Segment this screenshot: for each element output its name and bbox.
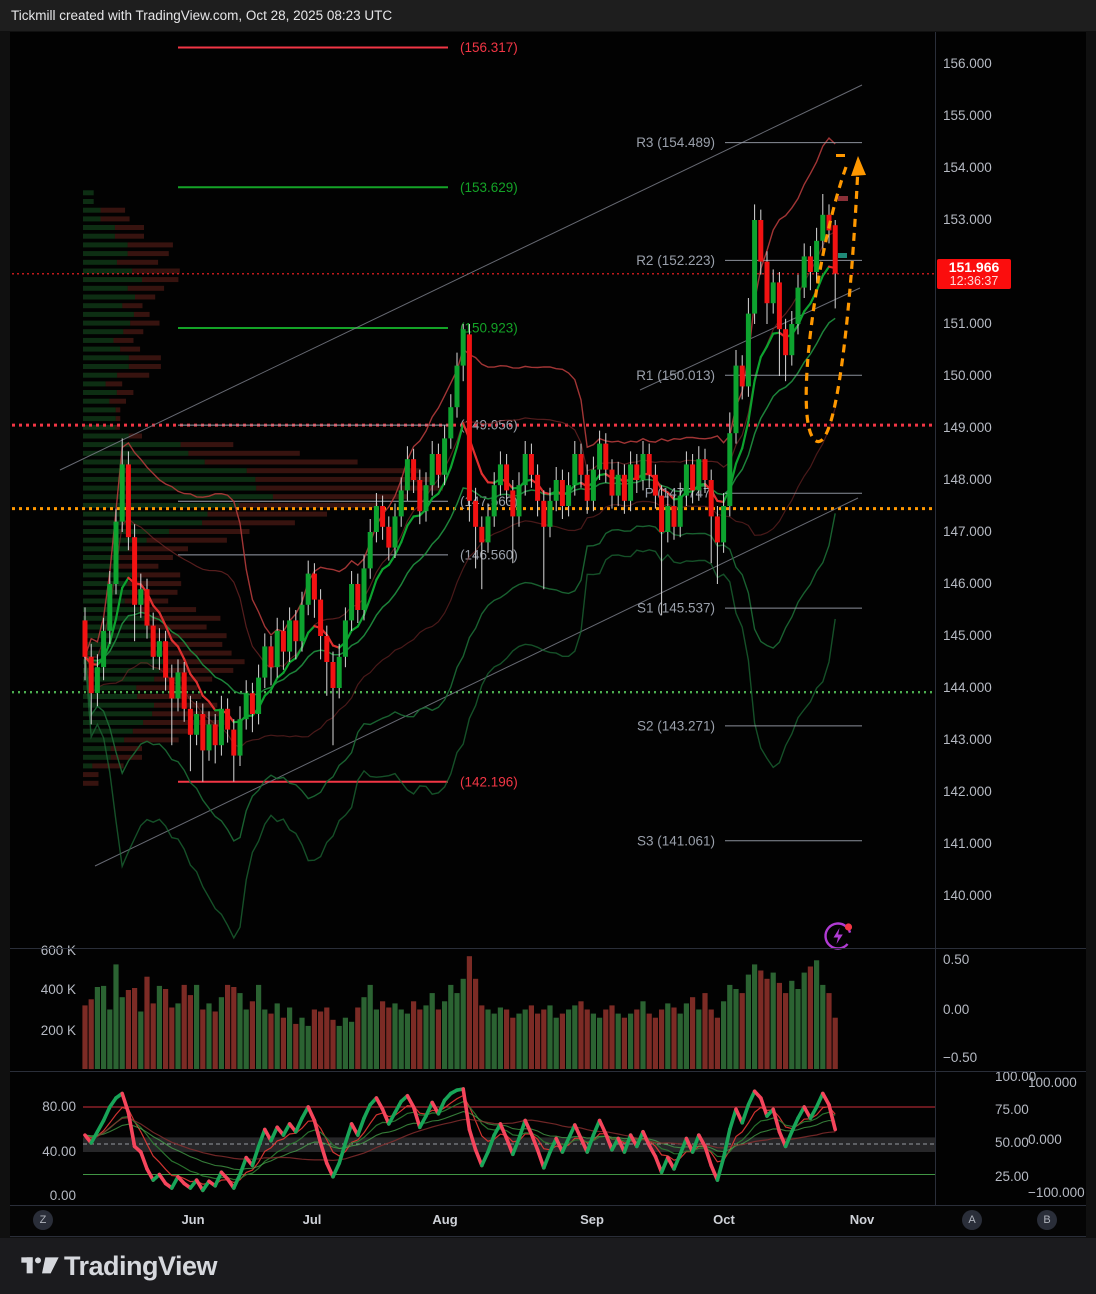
plot-svg[interactable]: (156.317)(153.629)(150.923)(149.056)(147… (10, 32, 1086, 1237)
oscillator-far-right-scale-label: −100.000 (1028, 1185, 1085, 1200)
timezone-badge[interactable]: Z (33, 1210, 53, 1230)
pivot-lines-layer: R3 (154.489)R2 (152.223)R1 (150.013)P (1… (636, 135, 862, 848)
scale-badge-a[interactable]: A (962, 1210, 982, 1230)
level-line-label: (156.317) (460, 40, 518, 55)
price-axis-label: 142.000 (943, 784, 992, 799)
volume-right-scale-label: 0.50 (943, 952, 970, 967)
price-axis-label: 150.000 (943, 368, 992, 383)
price-axis-label: 144.000 (943, 680, 992, 695)
oscillator-far-right-scale-label: 100.000 (1028, 1075, 1077, 1090)
price-axis-label: 153.000 (943, 212, 992, 227)
chart-bottom-border (10, 1236, 1086, 1237)
pane-divider-volume[interactable] (10, 948, 1086, 949)
price-axis-label: 156.000 (943, 56, 992, 71)
level-line-label: (150.923) (460, 321, 518, 336)
price-axis-label: 143.000 (943, 732, 992, 747)
level-line-label: (153.629) (460, 180, 518, 195)
last-price-value: 151.966 (948, 259, 1000, 275)
volume-scale-label: 600 K (40, 943, 76, 958)
volume-scale-label: 400 K (40, 982, 76, 997)
price-axis-label: 149.000 (943, 420, 992, 435)
volume-right-scale-label: 0.00 (943, 1002, 970, 1017)
oscillator-right-scale-label: 25.00 (995, 1169, 1029, 1184)
price-axis-label: 151.000 (943, 316, 992, 331)
pivot-label: R1 (150.013) (636, 368, 715, 383)
oscillator-left-scale-label: 40.00 (42, 1144, 76, 1159)
price-axis-label: 148.000 (943, 472, 992, 487)
time-axis-month: Jun (181, 1212, 205, 1227)
level-lines-layer: (156.317)(153.629)(150.923)(149.056)(147… (178, 40, 518, 789)
pane-divider-oscillator[interactable] (10, 1071, 1086, 1072)
volume-layer (82, 956, 838, 1070)
oscillator-left-scale-label: 0.00 (49, 1188, 76, 1203)
candles-layer (82, 194, 838, 782)
price-axis-label: 155.000 (943, 108, 992, 123)
price-axis-label: 146.000 (943, 576, 992, 591)
oscillator-right-scale-label: 75.00 (995, 1102, 1029, 1117)
price-axis-label: 141.000 (943, 836, 992, 851)
annotations-layer (804, 154, 866, 444)
time-axis-month: Nov (849, 1212, 875, 1227)
price-axis-label: 140.000 (943, 888, 992, 903)
level-line-label: (142.196) (460, 774, 518, 789)
time-axis-month: Oct (713, 1212, 735, 1227)
price-axis-label: 145.000 (943, 628, 992, 643)
volume-scale-label: 200 K (40, 1023, 76, 1038)
price-axis-label: 154.000 (943, 160, 992, 175)
pivot-label: S2 (143.271) (637, 718, 715, 733)
time-axis-month: Jul (302, 1212, 322, 1227)
dotted-levels-layer (12, 273, 935, 694)
price-axis-divider[interactable] (935, 32, 936, 1205)
oscillator-layer (83, 1087, 935, 1193)
pivot-label: R3 (154.489) (636, 135, 715, 150)
pivot-label: R2 (152.223) (636, 253, 715, 268)
time-axis-month: Aug (432, 1212, 458, 1227)
header-bar: Tickmill created with TradingView.com, O… (0, 0, 1096, 31)
bar-countdown: 12:36:37 (949, 274, 999, 288)
level-line-label: (149.056) (460, 418, 518, 433)
time-axis-month: Sep (580, 1212, 604, 1227)
footer-bar: TradingView (0, 1238, 1096, 1294)
scale-badge-b[interactable]: B (1037, 1210, 1057, 1230)
time-axis[interactable] (10, 1205, 1086, 1237)
price-axis-label: 147.000 (943, 524, 992, 539)
last-price-tag: 151.966 12:36:37 (937, 259, 1011, 289)
oscillator-right-scale-label: 100.00 (995, 1069, 1037, 1084)
flash-ideas-icon[interactable] (821, 918, 857, 954)
trend-lines-layer (59, 84, 863, 867)
pivot-label: S3 (141.061) (637, 833, 715, 848)
time-axis-divider (10, 1205, 1086, 1206)
pivot-label: S1 (145.537) (637, 601, 715, 616)
oscillator-far-right-scale-label: 0.000 (1028, 1132, 1062, 1147)
oscillator-left-scale-label: 80.00 (42, 1099, 76, 1114)
level-line-label: (146.560) (460, 547, 518, 562)
chart-title: Tickmill created with TradingView.com, O… (11, 8, 393, 23)
chart-area[interactable]: (156.317) (153.629) (150.923) (149.056) (147… (10, 32, 1086, 1237)
volume-profile-layer (83, 190, 443, 786)
tradingview-logo-text[interactable]: TradingView (64, 1251, 218, 1281)
tradingview-logo-icon[interactable] (20, 1251, 60, 1281)
oscillator-right-scale-label: 50.00 (995, 1135, 1029, 1150)
volume-right-scale-label: −0.50 (943, 1050, 978, 1065)
